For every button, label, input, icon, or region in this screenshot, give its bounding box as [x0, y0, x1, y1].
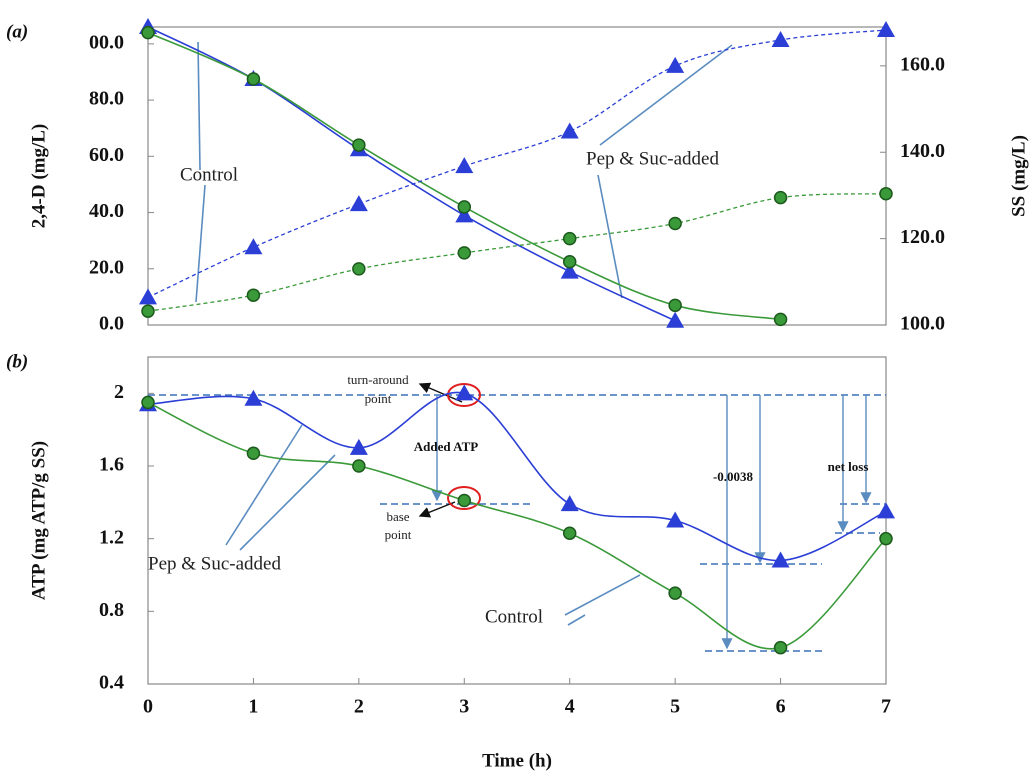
marker: [244, 238, 263, 255]
marker: [668, 298, 682, 313]
y-tick-label: 60.0: [89, 144, 124, 166]
annotation: turn-around: [347, 372, 409, 387]
marker: [352, 262, 366, 276]
marker: [246, 446, 261, 461]
marker: [141, 25, 155, 40]
marker: [562, 526, 577, 540]
marker: [773, 312, 788, 327]
annotation: Control: [485, 606, 543, 627]
y2-axis-label: SS (mg/L): [1008, 135, 1029, 217]
annotation-lines-b: [148, 382, 886, 652]
marker: [771, 551, 790, 568]
plot-frame-a: [147, 26, 887, 326]
y-tick-label: 0.0: [99, 313, 124, 335]
marker: [141, 304, 155, 318]
marker: [666, 56, 685, 73]
annotation: point: [365, 391, 392, 406]
marker: [455, 206, 474, 223]
panel-label: (b): [6, 351, 28, 372]
plot-frame-b: [147, 356, 887, 685]
y-tick-label: 0.4: [99, 672, 124, 694]
series-line: [147, 391, 887, 562]
y2-tick-label: 140.0: [900, 140, 945, 162]
marker: [562, 254, 577, 269]
x-tick-label: 0: [143, 696, 153, 718]
x-tick-label: 7: [881, 696, 891, 718]
y-tick-label: 00.0: [89, 31, 124, 53]
x-tick-label: 6: [776, 696, 786, 718]
marker: [139, 288, 157, 305]
marker: [244, 389, 263, 406]
marker: [773, 640, 788, 655]
x-axis-label: Time (h): [482, 750, 552, 771]
y2-tick-label: 100.0: [900, 313, 945, 335]
y-tick-label: 80.0: [89, 88, 124, 110]
leaders-a: [195, 41, 733, 303]
marker: [771, 30, 790, 47]
y-tick-label: 20.0: [89, 256, 124, 278]
series-line: [147, 29, 887, 298]
marker: [879, 531, 893, 546]
marker: [246, 288, 261, 302]
marker: [773, 190, 788, 205]
marker: [560, 122, 579, 139]
y-axis-label: 2,4-D (mg/L): [28, 124, 49, 228]
annotation: point: [385, 527, 412, 542]
y-tick-label: 40.0: [89, 200, 124, 222]
x-tick-label: 1: [248, 696, 258, 718]
x-tick-label: 4: [565, 696, 575, 718]
marker: [455, 157, 474, 174]
marker: [455, 384, 474, 401]
annotation: Control: [180, 164, 238, 185]
marker: [352, 459, 366, 473]
annotation: Pep & Suc-added: [148, 553, 281, 574]
marker: [560, 262, 579, 279]
y-axis-label: ATP (mg ATP/g SS): [28, 441, 49, 600]
marker: [879, 186, 893, 201]
marker: [666, 311, 685, 328]
marker: [562, 231, 577, 246]
marker: [349, 438, 368, 455]
y-tick-label: 0.8: [99, 599, 124, 621]
marker: [666, 511, 685, 528]
annotation: net loss: [828, 459, 869, 474]
marker: [668, 586, 682, 600]
y2-tick-label: 160.0: [900, 53, 945, 75]
marker: [457, 200, 472, 214]
x-tick-label: 3: [459, 696, 469, 718]
marker: [457, 246, 472, 260]
annotation: -0.0038: [713, 469, 754, 484]
marker: [560, 495, 579, 512]
annotation: Pep & Suc-added: [586, 148, 719, 169]
marker: [877, 21, 895, 38]
marker: [457, 493, 472, 508]
y-tick-label: 2: [114, 381, 124, 403]
marker: [668, 216, 682, 231]
annotation: Added ATP: [414, 439, 478, 454]
x-tick-label: 5: [670, 696, 680, 718]
series-line: [147, 193, 887, 312]
marker: [246, 72, 261, 86]
y2-tick-label: 120.0: [900, 226, 945, 248]
annotation: base: [386, 509, 409, 524]
marker: [877, 502, 895, 519]
marker: [349, 195, 368, 212]
marker: [141, 395, 155, 410]
y-tick-label: 1.6: [99, 454, 124, 476]
x-tick-label: 2: [354, 696, 364, 718]
y-tick-label: 1.2: [99, 526, 124, 548]
marker: [352, 138, 366, 152]
panel-label: (a): [6, 21, 28, 42]
series-line: [147, 31, 781, 321]
